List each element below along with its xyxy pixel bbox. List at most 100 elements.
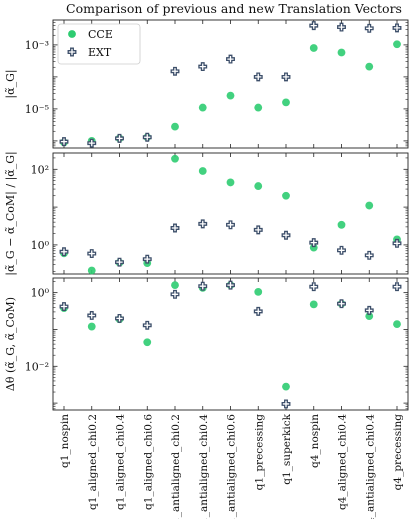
legend-ext-marker (67, 47, 77, 57)
x-tick-label: q1_superkick (281, 413, 293, 484)
cce-point (337, 48, 346, 57)
cce-point (171, 122, 179, 131)
y-axis-label: Δθ (α̃_G, α̃_CoM) (4, 297, 17, 391)
cce-point (87, 266, 96, 275)
ext-point (392, 282, 402, 292)
cce-point (365, 62, 374, 71)
ext-point (142, 254, 152, 264)
ext-point (59, 302, 69, 311)
cce-point (171, 281, 179, 290)
cce-point (365, 201, 374, 210)
ext-point (253, 225, 263, 235)
ext-point (281, 72, 291, 82)
ext-point (253, 72, 263, 82)
x-tick-label: q1_aligned_chi0.6 (142, 414, 154, 510)
y-tick-label: 10⁰ (31, 239, 50, 252)
x-tick-label: q1_antialigned_chi0.6 (226, 414, 238, 519)
x-tick-label: q1_aligned_chi0.2 (87, 414, 99, 510)
ext-point (170, 66, 180, 76)
ext-point (115, 313, 124, 323)
legend-box (57, 23, 141, 65)
cce-point (282, 191, 290, 200)
cce-point (254, 103, 263, 112)
ext-point (309, 21, 319, 31)
cce-point (282, 382, 290, 391)
ext-point (226, 220, 235, 230)
ext-point (170, 223, 180, 233)
ext-point (309, 238, 319, 248)
y-tick-label: 10⁻² (25, 360, 49, 373)
cce-point (87, 322, 96, 331)
chart-panels: 10⁻⁵ 10⁻³ |α̃_G| 10⁰ 10² |α̃_G − α̃_CoM| / |α… (4, 19, 409, 411)
ext-point (87, 249, 97, 259)
legend-cce-marker (68, 30, 76, 38)
ext-point (87, 138, 97, 148)
ext-point (281, 230, 291, 240)
cce-point (309, 44, 318, 52)
x-tick-label: q1_precessing (253, 414, 265, 491)
cce-point (226, 91, 235, 100)
x-tick-label: q1_aligned_chi0.4 (115, 414, 127, 510)
ext-point (226, 280, 235, 290)
ext-point (392, 23, 402, 33)
ext-point (337, 22, 346, 32)
ext-point (198, 281, 208, 291)
y-tick-label: 10² (31, 163, 49, 176)
cce-point (393, 320, 401, 328)
panel-frame (52, 152, 409, 275)
panel-frame (52, 19, 409, 149)
ext-point (281, 399, 291, 409)
cce-point (226, 178, 235, 187)
panel-1: 10⁻⁵ 10⁻³ |α̃_G| (4, 19, 409, 149)
x-tick-label: q4_antialigned_chi0.4 (364, 414, 376, 519)
chart-legend: CCE EXT (57, 23, 141, 65)
y-tick-label: 10⁰ (31, 287, 50, 300)
ext-point (59, 247, 69, 257)
cce-point (309, 300, 318, 309)
cce-point (198, 103, 207, 112)
y-tick-label: 10⁻³ (25, 39, 49, 52)
cce-point (143, 338, 152, 347)
ext-point (392, 238, 402, 248)
ext-point (309, 282, 319, 292)
ext-point (170, 289, 180, 299)
cce-point (254, 182, 263, 190)
panel-2: 10⁰ 10² |α̃_G − α̃_CoM| / |α̃_G| (4, 151, 409, 276)
ext-point (198, 62, 208, 72)
ext-point (364, 23, 374, 33)
ext-point (115, 257, 124, 267)
ext-point (364, 250, 374, 260)
ext-point (337, 245, 346, 255)
cce-point (254, 287, 263, 296)
x-tick-label: q4_aligned_chi0.4 (337, 414, 349, 510)
y-axis-label: |α̃_G| (4, 69, 18, 98)
x-tick-label: q1_nospin (59, 414, 71, 468)
ext-point (142, 132, 152, 142)
x-tick-labels: q1_nospin q1_aligned_chi0.2 q1_aligned_chi… (59, 413, 404, 519)
ext-point (253, 306, 263, 316)
x-tick-label: q1_antialigned_chi0.4 (198, 414, 210, 519)
ext-point (337, 299, 346, 309)
ext-point (59, 137, 69, 147)
ext-point (198, 219, 208, 229)
cce-point (282, 98, 290, 107)
ext-point (364, 305, 374, 315)
ext-point (142, 320, 152, 330)
legend-cce-label: CCE (88, 28, 113, 41)
cce-point (393, 40, 401, 49)
ext-point (226, 54, 235, 64)
panel-3: 10⁻² 10⁰ Δθ (α̃_G, α̃_CoM) (4, 277, 409, 411)
ext-point (87, 311, 97, 320)
chart-title: Comparison of previous and new Translati… (66, 1, 402, 16)
cce-point (171, 154, 179, 163)
panel-frame (52, 277, 409, 411)
y-axis-label: |α̃_G − α̃_CoM| / |α̃_G| (4, 151, 18, 275)
x-tick-label: q1_antialigned_chi0.2 (170, 414, 182, 519)
cce-point (337, 220, 346, 229)
y-tick-label: 10⁻⁵ (25, 103, 49, 116)
legend-ext-label: EXT (88, 46, 112, 59)
x-tick-label: q4_nospin (309, 414, 321, 468)
cce-point (198, 167, 207, 175)
x-tick-label: q4_precessing (392, 414, 404, 491)
